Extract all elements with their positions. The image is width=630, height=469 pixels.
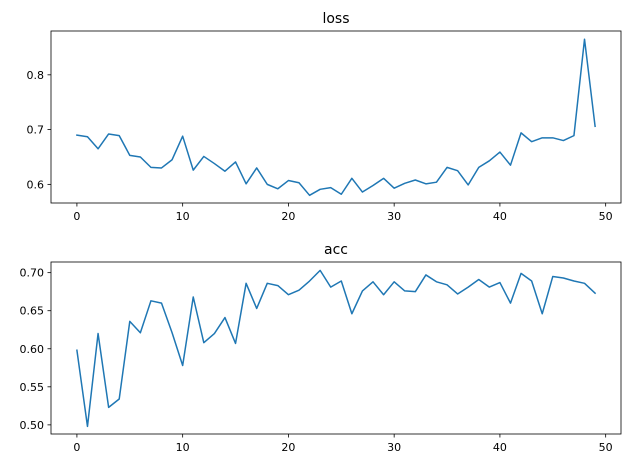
acc-y-tick-label: 0.55 bbox=[20, 381, 45, 394]
loss-y-tick-label: 0.8 bbox=[27, 69, 45, 82]
loss-x-tick-label: 40 bbox=[493, 210, 507, 223]
loss-y-tick-label: 0.6 bbox=[27, 178, 45, 191]
acc-chart-title: acc bbox=[324, 242, 348, 258]
acc-x-tick-label: 30 bbox=[387, 441, 401, 454]
acc-x-tick-label: 40 bbox=[493, 441, 507, 454]
loss-x-tick-label: 30 bbox=[387, 210, 401, 223]
acc-axes-frame bbox=[50, 261, 622, 435]
acc-y-tick-label: 0.70 bbox=[20, 267, 45, 280]
acc-x-tick-label: 20 bbox=[281, 441, 295, 454]
loss-series-line bbox=[76, 38, 596, 197]
acc-y-tick-label: 0.50 bbox=[20, 419, 45, 432]
loss-axis-ticks: 0 10 20 30 40 50 0.6 0.7 0.8 bbox=[27, 69, 613, 223]
loss-axes-frame bbox=[50, 30, 622, 204]
acc-y-tick-label: 0.60 bbox=[20, 343, 45, 356]
acc-y-tick-label: 0.65 bbox=[20, 305, 45, 318]
loss-x-tick-label: 0 bbox=[73, 210, 80, 223]
acc-subplot: acc 0 10 20 30 40 50 0.50 0.55 0.60 0.65 0.70 bbox=[20, 242, 622, 454]
acc-x-tick-label: 50 bbox=[599, 441, 613, 454]
loss-x-tick-label: 50 bbox=[599, 210, 613, 223]
acc-x-tick-label: 0 bbox=[73, 441, 80, 454]
loss-x-tick-label: 10 bbox=[176, 210, 190, 223]
acc-series-line bbox=[76, 269, 597, 428]
loss-subplot: loss 0 10 20 30 40 50 0.6 0.7 0.8 bbox=[27, 11, 622, 223]
loss-chart-title: loss bbox=[322, 11, 349, 27]
loss-y-tick-label: 0.7 bbox=[27, 124, 45, 137]
acc-axis-ticks: 0 10 20 30 40 50 0.50 0.55 0.60 0.65 0.70 bbox=[20, 267, 613, 454]
acc-x-tick-label: 10 bbox=[176, 441, 190, 454]
loss-x-tick-label: 20 bbox=[281, 210, 295, 223]
